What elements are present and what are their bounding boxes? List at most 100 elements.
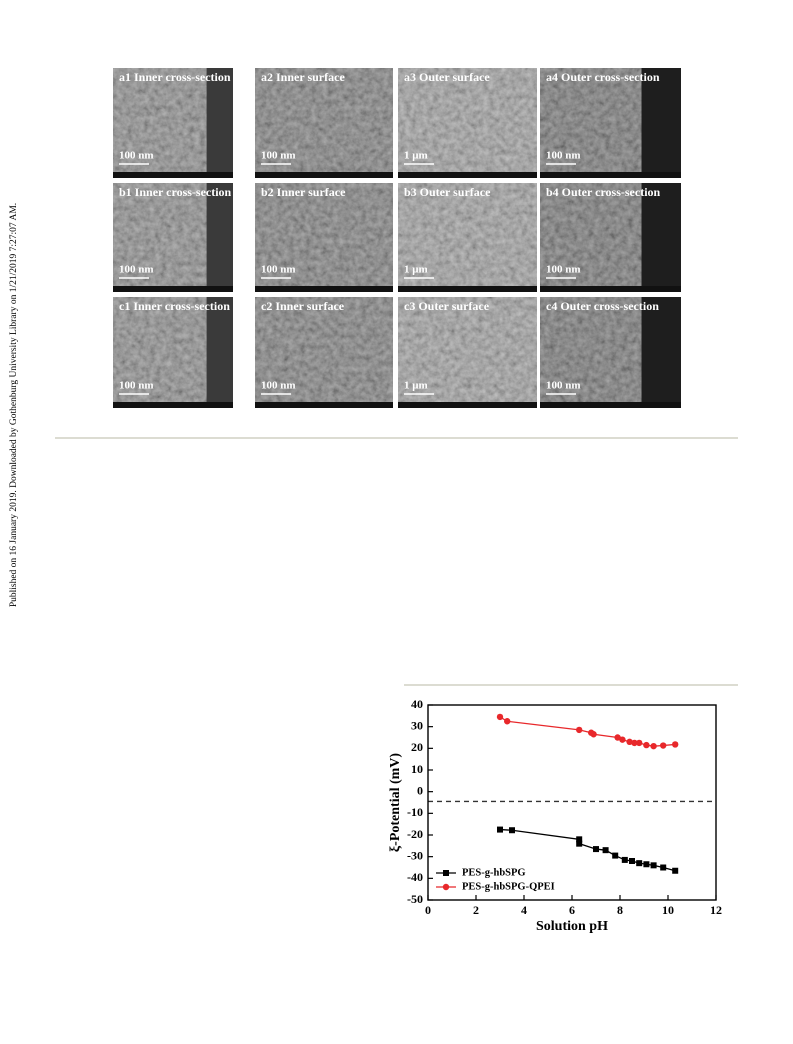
sem-background (641, 183, 681, 292)
scale-label: 100 nm (261, 264, 296, 276)
scale-label: 1 μm (404, 264, 428, 276)
sem-panel: c1 Inner cross-section 100 nm (113, 297, 233, 408)
x-tick-label: 12 (710, 903, 722, 917)
marker (590, 731, 597, 738)
marker (643, 861, 650, 868)
panel-label: b2 Inner surface (261, 185, 346, 199)
scale-label: 1 μm (404, 150, 428, 162)
sem-texture (398, 297, 537, 408)
legend-marker (443, 870, 449, 876)
sem-texture (398, 68, 537, 178)
y-tick-label: -20 (407, 827, 423, 841)
panel-label: c4 Outer cross-section (546, 299, 659, 313)
sem-panel: a4 Outer cross-section 100 nm (540, 68, 681, 178)
scale-label: 100 nm (546, 150, 581, 162)
sem-panel: b4 Outer cross-section 100 nm (540, 183, 681, 292)
sem-texture (255, 68, 393, 178)
sem-footer (540, 172, 681, 178)
x-tick-label: 10 (662, 903, 674, 917)
marker (504, 718, 511, 725)
y-tick-label: 0 (417, 783, 423, 797)
marker (650, 742, 657, 750)
legend-marker (442, 883, 450, 891)
scale-label: 100 nm (261, 150, 296, 162)
sem-panel: a3 Outer surface 1 μm (398, 68, 537, 178)
sem-panel: b1 Inner cross-section 100 nm (113, 183, 233, 292)
sem-background (206, 297, 233, 408)
marker (631, 739, 638, 747)
sem-footer (113, 286, 233, 292)
scale-label: 100 nm (261, 380, 296, 392)
x-tick-label: 8 (617, 903, 623, 917)
sem-background (206, 68, 233, 178)
marker (497, 826, 503, 833)
sem-footer (540, 286, 681, 292)
sem-panel: c2 Inner surface 100 nm (255, 297, 393, 408)
chart: -50 -40 -30 -20 -10 0 10 20 30 40 0 2 4 6 8 10 12 Solutio… (388, 697, 722, 934)
marker (576, 726, 583, 734)
x-tick-label: 2 (473, 903, 479, 917)
sem-footer (398, 286, 537, 292)
sem-texture (255, 297, 393, 408)
legend-label: PES-g-hbSPG (462, 867, 526, 878)
scale-label: 100 nm (546, 264, 581, 276)
panel-label: b3 Outer surface (404, 185, 491, 199)
scale-label: 100 nm (546, 380, 581, 392)
sem-panel: a1 Inner cross-section 100 nm (113, 68, 233, 178)
sem-footer (113, 402, 233, 408)
marker (619, 736, 626, 743)
sem-footer (398, 402, 537, 408)
x-tick-label: 0 (425, 903, 431, 917)
legend-label: PES-g-hbSPG-QPEI (462, 881, 555, 892)
marker (672, 867, 679, 874)
panel-label: b1 Inner cross-section (119, 185, 232, 199)
sem-background (206, 183, 233, 292)
sem-footer (398, 172, 537, 178)
marker (576, 836, 583, 843)
panel-label: b4 Outer cross-section (546, 185, 661, 199)
panel-label: c2 Inner surface (261, 299, 345, 313)
sem-footer (255, 172, 393, 178)
sem-footer (113, 172, 233, 178)
series-line (499, 716, 676, 747)
sem-background (641, 297, 681, 408)
sem-footer (540, 402, 681, 408)
x-tick-label: 6 (569, 903, 575, 917)
marker (576, 840, 583, 847)
sem-background (641, 68, 681, 178)
sem-texture (255, 183, 393, 292)
y-axis-title: ξ-Potential (mV) (388, 753, 403, 852)
x-tick-label: 4 (521, 903, 527, 917)
panel-label: a3 Outer surface (404, 70, 490, 84)
marker (496, 713, 504, 721)
y-tick-label: 20 (411, 740, 423, 754)
scale-label: 100 nm (119, 150, 154, 162)
plot-frame (427, 704, 717, 901)
marker (636, 860, 643, 867)
marker (643, 741, 650, 749)
panel-label: a1 Inner cross-section (119, 70, 231, 84)
sem-panel: c3 Outer surface 1 μm (398, 297, 537, 408)
marker (660, 864, 667, 871)
panel-label: c1 Inner cross-section (119, 299, 230, 313)
marker (614, 734, 621, 741)
y-tick-label: -50 (407, 892, 423, 906)
marker (621, 856, 628, 863)
sem-panel: c4 Outer cross-section 100 nm (540, 297, 681, 408)
marker (629, 858, 635, 864)
sem-panel: b2 Inner surface 100 nm (255, 183, 393, 292)
marker (612, 852, 619, 859)
marker (660, 742, 667, 749)
sem-footer (255, 286, 393, 292)
side-note: Published on 16 January 2019. Downloaded… (9, 203, 19, 607)
x-axis-title: Solution pH (536, 919, 608, 934)
sem-panel: b3 Outer surface 1 μm (398, 183, 537, 292)
sem-footer (255, 402, 393, 408)
sem-panel: a2 Inner surface 100 nm (255, 68, 393, 178)
scale-label: 100 nm (119, 380, 154, 392)
marker (509, 827, 515, 834)
y-tick-label: 40 (411, 697, 423, 711)
y-tick-label: -40 (407, 870, 423, 884)
marker (602, 847, 609, 854)
